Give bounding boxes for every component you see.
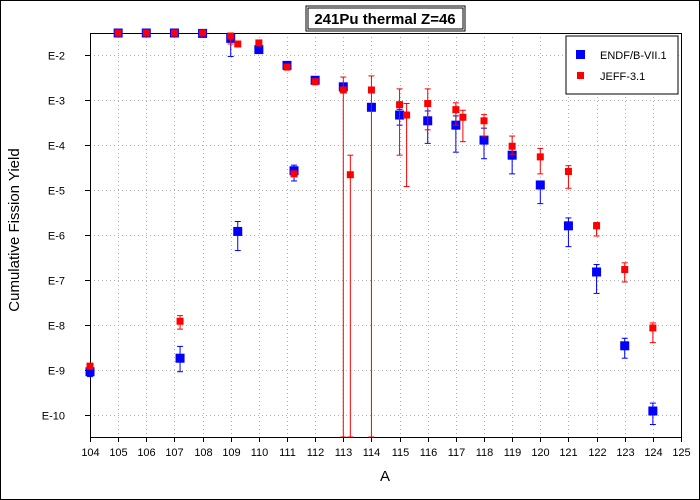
y-tick-label: E-4 bbox=[48, 141, 65, 153]
y-tick-label: E-2 bbox=[48, 51, 65, 63]
x-tick-label: 108 bbox=[194, 447, 212, 459]
legend-marker-endf bbox=[576, 50, 585, 59]
x-tick-label: 107 bbox=[165, 447, 183, 459]
x-tick-label: 114 bbox=[363, 447, 381, 459]
x-tick-label: 122 bbox=[588, 447, 606, 459]
data-point-jeff bbox=[346, 171, 354, 179]
data-point-endf bbox=[175, 353, 185, 363]
plot-area-border bbox=[90, 33, 682, 438]
data-marks bbox=[85, 28, 658, 438]
data-point-jeff bbox=[480, 117, 488, 125]
y-tick-label: E-3 bbox=[48, 96, 65, 108]
x-tick-label: 115 bbox=[392, 447, 410, 459]
data-point-endf bbox=[563, 221, 573, 231]
data-point-jeff bbox=[536, 153, 544, 161]
chart-title-box bbox=[305, 5, 466, 32]
x-tick-label: 111 bbox=[279, 447, 296, 459]
legend-label-jeff: JEFF-3.1 bbox=[600, 71, 645, 83]
data-point-endf bbox=[479, 135, 489, 145]
data-point-jeff bbox=[86, 362, 94, 370]
y-axis-ticks: E-2 E-3 E-4 E-5 E-6 E-7 E-8 E-9 E-10 bbox=[42, 51, 90, 423]
x-tick-label: 106 bbox=[137, 447, 155, 459]
data-point-endf bbox=[254, 45, 264, 55]
y-tick-label: E-5 bbox=[48, 186, 65, 198]
data-point-jeff bbox=[170, 29, 178, 37]
data-point-endf bbox=[592, 267, 602, 277]
data-point-jeff bbox=[508, 142, 516, 150]
x-tick-label: 117 bbox=[448, 447, 466, 459]
x-axis-title: A bbox=[380, 468, 390, 485]
data-point-jeff bbox=[283, 63, 291, 71]
data-point-endf bbox=[535, 180, 545, 190]
chart-title-inner-box bbox=[307, 7, 464, 30]
data-point-endf bbox=[648, 406, 658, 416]
data-point-endf bbox=[620, 341, 630, 351]
legend-box bbox=[565, 35, 679, 95]
x-tick-label: 125 bbox=[672, 447, 690, 459]
y-tick-label: E-7 bbox=[48, 276, 65, 288]
legend-marker-jeff bbox=[577, 72, 584, 79]
y-tick-label: E-8 bbox=[48, 321, 65, 333]
legend: ENDF/B-VII.1 JEFF-3.1 bbox=[565, 35, 679, 95]
x-tick-label: 110 bbox=[251, 447, 269, 459]
y-tick-label: E-6 bbox=[48, 231, 65, 243]
data-point-jeff bbox=[564, 167, 572, 175]
x-tick-label: 124 bbox=[644, 447, 662, 459]
data-point-jeff bbox=[452, 106, 460, 114]
data-point-endf bbox=[85, 367, 95, 377]
y-tick-label: E-10 bbox=[42, 411, 65, 423]
data-point-jeff bbox=[459, 113, 467, 121]
x-tick-label: 113 bbox=[335, 447, 353, 459]
x-tick-label: 105 bbox=[109, 447, 127, 459]
x-tick-label: 120 bbox=[531, 447, 549, 459]
data-point-jeff bbox=[649, 324, 657, 332]
data-point-jeff bbox=[114, 29, 122, 37]
data-point-jeff bbox=[311, 78, 319, 86]
y-tick-label: E-9 bbox=[48, 366, 65, 378]
x-tick-label: 116 bbox=[420, 447, 438, 459]
legend-label-endf: ENDF/B-VII.1 bbox=[600, 50, 667, 62]
data-point-jeff bbox=[424, 100, 432, 108]
data-point-jeff bbox=[255, 39, 263, 47]
x-axis-ticks: 104 105 106 107 108 109 110 111 112 113 114 115 116 1… bbox=[81, 437, 691, 459]
x-tick-label: 112 bbox=[307, 447, 325, 459]
data-point-jeff bbox=[367, 86, 375, 94]
chart-title: 241Pu thermal Z=46 bbox=[314, 11, 455, 28]
x-tick-label: 109 bbox=[222, 447, 240, 459]
data-point-jeff bbox=[593, 222, 601, 230]
x-tick-label: 104 bbox=[81, 447, 99, 459]
data-point-jeff bbox=[339, 86, 347, 94]
x-tick-label: 121 bbox=[559, 447, 577, 459]
x-tick-label: 119 bbox=[504, 447, 522, 459]
x-tick-label: 123 bbox=[616, 447, 634, 459]
x-tick-label: 118 bbox=[476, 447, 494, 459]
data-point-jeff bbox=[199, 29, 207, 37]
data-point-jeff bbox=[142, 29, 150, 37]
data-point-jeff bbox=[227, 32, 235, 40]
data-point-endf bbox=[507, 150, 517, 160]
data-point-endf bbox=[233, 226, 243, 236]
y-axis-title: Cumulative Fission Yield bbox=[6, 148, 23, 311]
data-point-jeff bbox=[176, 317, 184, 325]
data-point-jeff bbox=[234, 40, 242, 48]
data-point-jeff bbox=[396, 101, 404, 109]
data-point-jeff bbox=[621, 266, 629, 274]
data-point-jeff bbox=[290, 170, 298, 178]
data-point-jeff bbox=[403, 111, 411, 119]
